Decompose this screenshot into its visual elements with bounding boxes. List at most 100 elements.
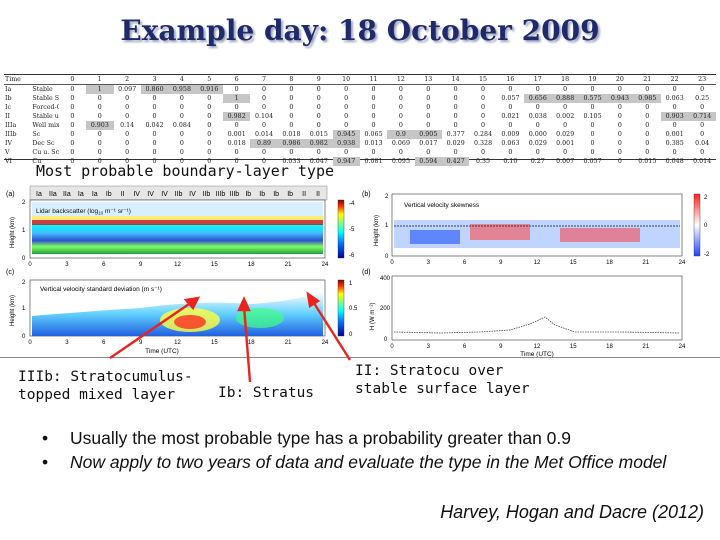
table-cell: 0: [70, 122, 75, 129]
table-cell: 0.057: [583, 158, 602, 165]
table-row-code: V: [5, 149, 10, 156]
table-cell: 0.084: [172, 122, 191, 129]
table-cell: 0.888: [551, 94, 579, 103]
table-cell: 0: [344, 113, 349, 120]
table-cell: 0: [371, 113, 376, 120]
table-cell: 0: [207, 140, 212, 147]
panel-c-cbar-bot: 0: [349, 332, 353, 338]
panel-a-xticks: 0 3 6 9 12 15 18 21 24: [28, 262, 329, 268]
table-cell: 0: [70, 158, 75, 165]
table-cell: 0.014: [693, 158, 712, 165]
panel-d-xticks: 0 3 6 9 12 15 18 21 24: [390, 344, 686, 350]
table-cell: 0.938: [332, 139, 360, 148]
panel-a-title-sub: 10: [98, 211, 104, 216]
table-cell: 0.029: [528, 140, 547, 147]
table-cell: 0: [125, 131, 130, 138]
table-cell: 0: [508, 104, 513, 111]
x-tick-label: 0: [390, 260, 394, 266]
table-cell: 0: [617, 149, 622, 156]
table-cell: 0.27: [530, 158, 545, 165]
table-cell: 0: [481, 104, 486, 111]
table-row-name: Well mixed: [32, 122, 59, 129]
table-cell: 0: [426, 86, 431, 93]
table-cell: 0: [426, 113, 431, 120]
table-cell: 0.001: [665, 131, 684, 138]
table-row-name: Cu u. Sc: [32, 149, 59, 156]
table-cell: 0: [426, 149, 431, 156]
table-cell: 0.002: [556, 113, 575, 120]
table-cell: 0: [125, 140, 130, 147]
type-strip-label: IV: [133, 191, 140, 198]
table-row: Ia Stable 0 1 0.097 0.860 0.958 0.916 0 0 0 0 0 0 0 0 0 0…: [4, 84, 716, 94]
table-cell: 0: [207, 149, 212, 156]
table-cell: 0.982: [305, 139, 333, 148]
table-row-name: Dec Sc: [32, 140, 55, 147]
table-cell: 0.284: [474, 131, 493, 138]
table-cell: 0.057: [501, 95, 520, 102]
table-cell: 0: [398, 95, 403, 102]
arrow-ii-head: [306, 291, 321, 308]
table-cell: 0.9: [387, 130, 415, 139]
table-cell: 0.14: [120, 122, 135, 129]
arrow-iiib-head: [183, 296, 201, 311]
table-cell: 0.982: [223, 112, 251, 121]
table-cell: 0.001: [556, 140, 575, 147]
x-tick-label: 24: [322, 262, 329, 268]
panel-c-cbar-mid: 0.5: [349, 306, 358, 312]
x-tick-label: 21: [285, 262, 292, 268]
type-strip-label: Ib: [273, 191, 279, 198]
table-cell: 0: [152, 113, 157, 120]
table-cell: 0: [535, 86, 540, 93]
panel-d-ylabel: H (W m⁻²): [370, 303, 376, 331]
table-cell: 0: [262, 86, 267, 93]
table-cell: 0: [262, 149, 267, 156]
table-cell: 0: [645, 113, 650, 120]
table-cell: 0: [426, 95, 431, 102]
table-cell: 0: [234, 158, 239, 165]
arrow-iiib: [109, 301, 193, 359]
table-cell: 0: [97, 140, 102, 147]
table-cell: 0: [617, 104, 622, 111]
table-cell: 0.021: [501, 113, 520, 120]
table-row-code: II: [5, 113, 10, 120]
table-cell: 0: [617, 158, 622, 165]
table-cell: 0: [700, 122, 705, 129]
panel-b-letter: (b): [362, 191, 371, 198]
table-cell: 0: [371, 122, 376, 129]
table-header-hour: 7: [250, 75, 278, 85]
table-cell: 0.017: [419, 140, 438, 147]
table-cell: 0.063: [665, 95, 684, 102]
table-cell: 0: [371, 149, 376, 156]
table-row-name: Sc: [32, 131, 41, 138]
table-header-label: Time: [4, 75, 59, 85]
table-cell: 0: [398, 122, 403, 129]
table-cell: 0: [70, 95, 75, 102]
x-tick-label: 6: [102, 340, 106, 346]
x-tick-label: 12: [174, 262, 181, 268]
table-cell: 0: [125, 158, 130, 165]
table-cell: 0: [672, 104, 677, 111]
panel-d-letter: (d): [362, 269, 371, 276]
annotation-iiib-line1: IIIb: Stratocumulus-: [18, 369, 193, 385]
table-cell: 0.018: [227, 140, 246, 147]
annotation-ii-line2: stable surface layer: [355, 381, 530, 397]
table-cell: 0: [97, 104, 102, 111]
x-tick-label: 18: [248, 262, 255, 268]
table-cell: 0.04: [695, 140, 710, 147]
table-cell: 0.015: [638, 158, 657, 165]
type-strip-label: IIa: [49, 191, 57, 198]
table-cell: 0: [700, 149, 705, 156]
table-header-hour: 13: [414, 75, 442, 85]
table-cell: 0: [70, 149, 75, 156]
arrow-ib-head: [237, 296, 251, 312]
panel-b-cbar-bot: -2: [704, 252, 710, 258]
figure-panels: Ia IIa IIa Ia Ia Ib II IV IV IV IIb IV IIb IIIb IIIb Ib…: [6, 185, 710, 358]
bullet-list: • Usually the most probable type has a p…: [42, 426, 702, 474]
table-cell: 0: [645, 122, 650, 129]
bullet-item: • Usually the most probable type has a p…: [42, 426, 702, 450]
panel-c-stddev: (c) Vertical velocity standard deviation…: [6, 269, 358, 355]
x-tick-label: 15: [211, 262, 218, 268]
x-tick-label: 9: [139, 262, 143, 268]
bullet-text: Now apply to two years of data and evalu…: [70, 452, 667, 472]
type-strip-label: IIb: [175, 191, 183, 198]
